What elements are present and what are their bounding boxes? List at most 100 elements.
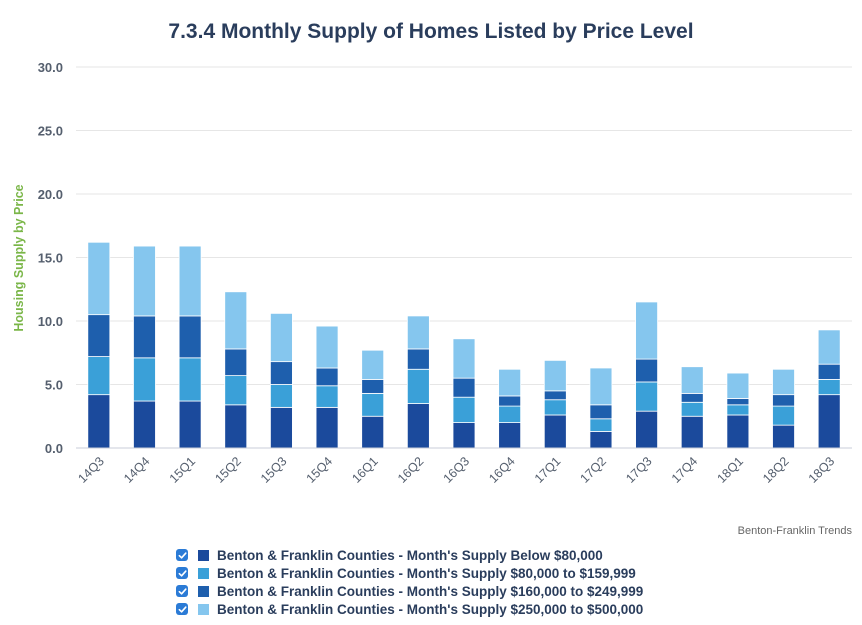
bar-segment[interactable]: [817, 329, 841, 365]
legend-label: Benton & Franklin Counties - Month's Sup…: [217, 565, 636, 581]
bar-segment[interactable]: [178, 245, 202, 317]
bar-segment[interactable]: [680, 392, 704, 403]
bar-segment[interactable]: [315, 325, 339, 369]
y-tick-label: 0.0: [45, 441, 63, 456]
bar-segment[interactable]: [817, 363, 841, 380]
bar-segment[interactable]: [635, 301, 658, 360]
checkbox-checked-icon[interactable]: [176, 585, 188, 597]
y-tick-label: 10.0: [38, 314, 63, 329]
grid-lines: [76, 66, 852, 385]
legend-item[interactable]: Benton & Franklin Counties - Month's Sup…: [176, 546, 643, 564]
legend-item[interactable]: Benton & Franklin Counties - Month's Sup…: [176, 600, 643, 618]
bar-segment[interactable]: [315, 406, 339, 449]
bar-segment[interactable]: [589, 404, 613, 420]
bar-segment[interactable]: [726, 372, 750, 399]
bar-segment[interactable]: [635, 381, 658, 412]
x-tick-label: 16Q4: [486, 454, 518, 486]
bar-segment[interactable]: [361, 392, 385, 417]
bar-segment[interactable]: [452, 422, 476, 449]
x-axis-ticks: 14Q3 14Q4 15Q1 15Q2 15Q3 15Q4 16Q1 16Q2 16Q3 16Q4…: [75, 454, 837, 486]
bar-segment[interactable]: [680, 415, 704, 449]
bar-segment[interactable]: [178, 400, 202, 449]
bar-segment[interactable]: [87, 356, 111, 396]
bar-segment[interactable]: [498, 405, 522, 423]
bar-segment[interactable]: [726, 398, 750, 406]
bar-segment[interactable]: [133, 245, 156, 317]
bar-segment[interactable]: [498, 368, 522, 397]
bar-segment[interactable]: [270, 406, 293, 449]
bar-segment[interactable]: [680, 366, 704, 394]
x-tick-label: 17Q2: [578, 454, 610, 486]
x-tick-label: 15Q3: [258, 454, 290, 486]
bar-segment[interactable]: [178, 315, 202, 359]
bar-segment[interactable]: [406, 315, 430, 350]
bar-segment[interactable]: [224, 348, 248, 377]
bar-segment[interactable]: [589, 418, 613, 432]
bar-segment[interactable]: [543, 414, 567, 449]
bar-segment[interactable]: [772, 405, 795, 426]
bar-segment[interactable]: [817, 379, 841, 396]
bar-segment[interactable]: [498, 395, 522, 407]
legend-label: Benton & Franklin Counties - Month's Sup…: [217, 547, 603, 563]
bar-segment[interactable]: [133, 400, 156, 449]
bar-segment[interactable]: [361, 379, 385, 394]
checkbox-checked-icon[interactable]: [176, 567, 188, 579]
bar-segment[interactable]: [270, 384, 293, 408]
bar-segment[interactable]: [452, 396, 476, 424]
bar-segment[interactable]: [315, 367, 339, 387]
bar-segment[interactable]: [224, 404, 248, 449]
bar-segment[interactable]: [406, 348, 430, 370]
bar-segment[interactable]: [270, 361, 293, 385]
bar-segment[interactable]: [589, 367, 613, 406]
bar-segment[interactable]: [589, 431, 613, 449]
y-axis-label: Housing Supply by Price: [12, 184, 26, 331]
legend-swatch: [198, 585, 209, 597]
y-tick-label: 5.0: [45, 378, 63, 393]
bar-segment[interactable]: [87, 241, 111, 316]
bar-segment[interactable]: [87, 394, 111, 449]
bar-segment[interactable]: [772, 394, 795, 407]
bar-segment[interactable]: [133, 315, 156, 359]
bar-segment[interactable]: [680, 401, 704, 417]
x-tick-label: 14Q3: [75, 454, 107, 486]
bar-segment[interactable]: [133, 357, 156, 402]
bar-segment[interactable]: [635, 410, 658, 449]
x-tick-label: 14Q4: [121, 454, 153, 486]
x-tick-label: 16Q2: [395, 454, 427, 486]
bar-segment[interactable]: [361, 349, 385, 380]
y-axis-ticks: 0.0 5.0 10.0 15.0 20.0 25.0 30.0: [38, 60, 63, 456]
legend-item[interactable]: Benton & Franklin Counties - Month's Sup…: [176, 582, 643, 600]
legend-item[interactable]: Benton & Franklin Counties - Month's Sup…: [176, 564, 643, 582]
bar-segment[interactable]: [817, 394, 841, 449]
bar-segment[interactable]: [543, 399, 567, 416]
bar-segment[interactable]: [315, 385, 339, 408]
bar-segment[interactable]: [498, 422, 522, 449]
x-tick-label: 15Q1: [167, 454, 199, 486]
bar-segment[interactable]: [543, 390, 567, 401]
credit-text[interactable]: Benton-Franklin Trends: [737, 525, 852, 537]
bar-segment[interactable]: [635, 358, 658, 383]
legend-swatch: [198, 567, 209, 579]
bar-segment[interactable]: [772, 368, 795, 396]
bar-segment[interactable]: [726, 404, 750, 416]
bar-segment[interactable]: [224, 291, 248, 350]
checkbox-checked-icon[interactable]: [176, 549, 188, 561]
x-tick-label: 17Q3: [623, 454, 655, 486]
bar-segment[interactable]: [452, 338, 476, 379]
bar-segment[interactable]: [178, 357, 202, 402]
y-tick-label: 15.0: [38, 251, 63, 266]
bar-segment[interactable]: [87, 314, 111, 357]
checkbox-checked-icon[interactable]: [176, 603, 188, 615]
bar-segment[interactable]: [270, 312, 293, 363]
bar-segment[interactable]: [543, 359, 567, 392]
bar-segment[interactable]: [224, 375, 248, 406]
bar-segment[interactable]: [406, 403, 430, 449]
x-tick-label: 16Q1: [349, 454, 381, 486]
x-tick-label: 16Q3: [441, 454, 473, 486]
bar-segment[interactable]: [726, 414, 750, 449]
bar-segment[interactable]: [361, 415, 385, 449]
bar-segment[interactable]: [406, 368, 430, 404]
bar-segment[interactable]: [772, 424, 795, 449]
bar-segment[interactable]: [452, 377, 476, 398]
